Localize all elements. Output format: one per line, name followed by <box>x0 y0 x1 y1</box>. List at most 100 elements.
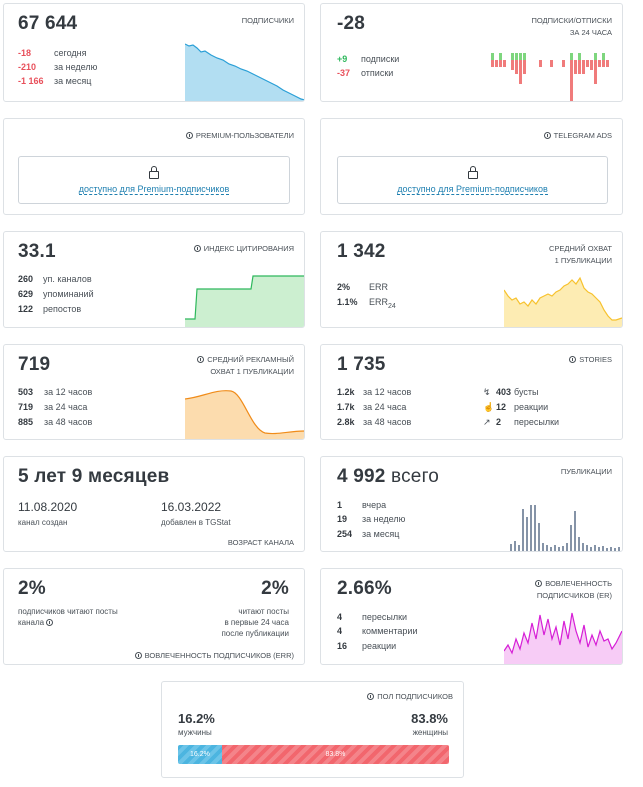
stories-24h: 1.7k за 24 часа <box>337 402 407 412</box>
avg-reach-label: СРЕДНИЙ ОХВАТ 1 ПУБЛИКАЦИИ <box>548 244 612 265</box>
info-icon <box>134 652 142 659</box>
share-icon: ↗ <box>483 417 491 427</box>
er-comments: 4 комментарии <box>337 626 418 636</box>
gender-card: ПОЛ ПОДПИСЧИКОВ 16.2% мужчины 83.8% женщ… <box>161 681 464 778</box>
gender-male-label: мужчины <box>178 728 212 737</box>
ad-reach-sparkline <box>185 390 304 439</box>
telegram-ads-label: TELEGRAM ADS <box>543 130 612 142</box>
subscribers-sparkline <box>185 43 304 101</box>
er-label: ВОВЛЕЧЕННОСТЬ ПОДПИСЧИКОВ (ER) <box>535 579 612 600</box>
channel-created-label: канал создан <box>18 518 68 527</box>
ad-reach-value: 719 <box>18 354 51 375</box>
lock-icon <box>467 166 478 179</box>
err-right-value: 2% <box>261 578 289 599</box>
err-left-value: 2% <box>18 578 46 599</box>
stories-value: 1 735 <box>337 354 386 375</box>
ad-reach-label: СРЕДНИЙ РЕКЛАМНЫЙ ОХВАТ 1 ПУБЛИКАЦИИ <box>197 354 294 378</box>
info-icon <box>569 356 577 363</box>
citation-card[interactable]: 33.1 ИНДЕКС ЦИТИРОВАНИЯ 260 уп. каналов 6… <box>3 231 305 328</box>
stories-boosts: ↯ 403 бусты <box>483 387 539 397</box>
stories-card[interactable]: 1 735 STORIES 1.2k за 12 часов 1.7k за 24 … <box>320 344 623 440</box>
er-reactions: 16 реакции <box>337 641 397 651</box>
gender-label: ПОЛ ПОДПИСЧИКОВ <box>367 691 453 703</box>
gender-male-value: 16.2% <box>178 711 215 726</box>
gender-female-value: 83.8% <box>411 711 448 726</box>
subscribers-week: -210 за неделю <box>18 62 98 72</box>
net-24h-label: ПОДПИСКИ/ОТПИСКИ ЗА 24 ЧАСА <box>531 16 612 37</box>
telegram-ads-card: TELEGRAM ADS доступно для Premium-подпис… <box>320 118 623 215</box>
avg-reach-value: 1 342 <box>337 241 386 262</box>
channel-age-card: 5 лет 9 месяцев 11.08.2020 канал создан … <box>3 456 305 552</box>
premium-users-card: PREMIUM-ПОЛЬЗОВАТЕЛИ доступно для Premiu… <box>3 118 305 215</box>
stories-shares: ↗ 2 пересылки <box>483 417 560 427</box>
err-left-text: подписчиков читают посты канала <box>18 607 118 627</box>
premium-users-link[interactable]: доступно для Premium-подписчиков <box>78 184 230 195</box>
net-24h-bars <box>491 53 609 101</box>
ad-reach-24h: 719 за 24 часа <box>18 402 88 412</box>
er-value: 2.66% <box>337 578 392 599</box>
net-24h-unsubscribed: -37 отписки <box>337 68 394 78</box>
gender-bar-female: 83.8% <box>221 745 449 764</box>
er-sparkline <box>504 612 622 664</box>
info-icon <box>543 132 551 139</box>
channel-added-label: добавлен в TGStat <box>161 518 231 527</box>
avg-reach-sparkline <box>504 276 622 327</box>
net-24h-card[interactable]: -28 ПОДПИСКИ/ОТПИСКИ ЗА 24 ЧАСА +9 подписк… <box>320 3 623 102</box>
ad-reach-12h: 503 за 12 часов <box>18 387 93 397</box>
ad-reach-card[interactable]: 719 СРЕДНИЙ РЕКЛАМНЫЙ ОХВАТ 1 ПУБЛИКАЦИИ … <box>3 344 305 440</box>
err-card: 2% подписчиков читают посты канала 2% чит… <box>3 568 305 665</box>
subscribers-today: -18 сегодня <box>18 48 87 58</box>
boost-icon: ↯ <box>483 387 491 397</box>
net-24h-subscribed: +9 подписки <box>337 54 400 64</box>
citation-sparkline <box>185 275 304 327</box>
subscribers-card[interactable]: 67 644 ПОДПИСЧИКИ -18 сегодня -210 за неде… <box>3 3 305 102</box>
info-icon <box>535 580 543 587</box>
gender-bar: 16.2% 83.8% <box>178 745 449 764</box>
channel-age-label: ВОЗРАСТ КАНАЛА <box>227 538 294 547</box>
ad-reach-48h: 885 за 48 часов <box>18 417 93 427</box>
premium-users-lock-box[interactable]: доступно для Premium-подписчиков <box>18 156 290 204</box>
premium-users-label: PREMIUM-ПОЛЬЗОВАТЕЛИ <box>185 130 294 142</box>
info-icon <box>197 356 205 363</box>
gender-bar-male: 16.2% <box>178 745 222 764</box>
lock-icon <box>149 166 159 179</box>
subscribers-total: 67 644 <box>18 13 78 34</box>
publications-bars <box>510 505 620 551</box>
net-24h-total: -28 <box>337 13 366 34</box>
stories-label: STORIES <box>569 354 612 366</box>
citation-value: 33.1 <box>18 241 56 262</box>
citation-mentions: 629 упоминаний <box>18 289 94 299</box>
channel-created-date: 11.08.2020 <box>18 500 78 514</box>
publications-value: 4 992 всего <box>337 466 440 487</box>
channel-age-value: 5 лет 9 месяцев <box>18 466 170 487</box>
citation-reposts: 122 репостов <box>18 304 82 314</box>
info-icon <box>367 693 375 700</box>
channel-added-date: 16.03.2022 <box>161 500 222 514</box>
telegram-ads-link[interactable]: доступно для Premium-подписчиков <box>397 184 548 195</box>
publications-label: ПУБЛИКАЦИИ <box>560 467 612 476</box>
avg-reach-card[interactable]: 1 342 СРЕДНИЙ ОХВАТ 1 ПУБЛИКАЦИИ 2% ERR 1.… <box>320 231 623 328</box>
thumbs-up-icon: ☝ <box>483 402 495 412</box>
er-forwards: 4 пересылки <box>337 612 408 622</box>
publications-card[interactable]: 4 992 всего ПУБЛИКАЦИИ 1 вчера 19 за недел… <box>320 456 623 552</box>
citation-label: ИНДЕКС ЦИТИРОВАНИЯ <box>193 243 294 255</box>
subscribers-month: -1 166 за месяц <box>18 76 92 86</box>
publications-month: 254 за месяц <box>337 529 400 539</box>
publications-week: 19 за неделю <box>337 514 406 524</box>
stories-48h: 2.8k за 48 часов <box>337 417 412 427</box>
avg-reach-err: 2% ERR <box>337 282 389 292</box>
stories-reactions: ☝ 12 реакции <box>483 402 549 412</box>
help-icon[interactable] <box>46 619 54 626</box>
citation-channels: 260 уп. каналов <box>18 274 92 284</box>
stories-12h: 1.2k за 12 часов <box>337 387 412 397</box>
info-icon <box>185 132 193 139</box>
subscribers-label: ПОДПИСЧИКИ <box>241 16 294 25</box>
gender-female-label: женщины <box>412 728 448 737</box>
err-right-text: читают посты в первые 24 часа после публик… <box>221 607 289 638</box>
publications-yesterday: 1 вчера <box>337 500 387 510</box>
err-label: ВОВЛЕЧЕННОСТЬ ПОДПИСЧИКОВ (ERR) <box>134 650 294 662</box>
telegram-ads-lock-box[interactable]: доступно для Premium-подписчиков <box>337 156 608 204</box>
avg-reach-err24: 1.1% ERR24 <box>337 297 396 310</box>
er-card[interactable]: 2.66% ВОВЛЕЧЕННОСТЬ ПОДПИСЧИКОВ (ER) 4 пер… <box>320 568 623 665</box>
info-icon <box>193 245 201 252</box>
